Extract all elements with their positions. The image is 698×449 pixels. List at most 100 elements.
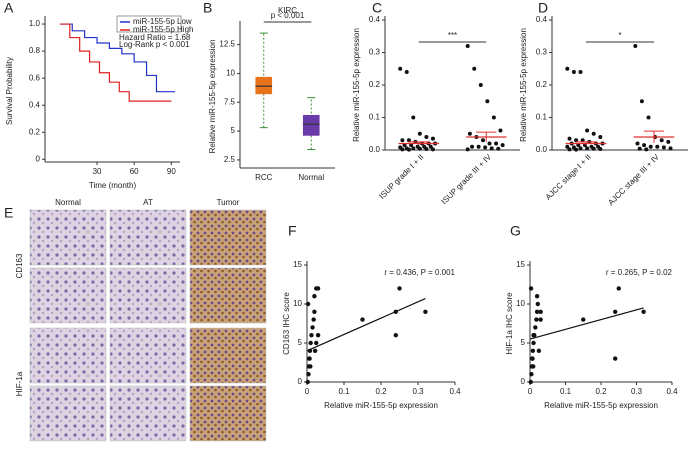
- x-tick-label: 0.4: [449, 387, 461, 396]
- point: [393, 333, 398, 338]
- dot: [411, 146, 416, 151]
- x-tick-label: 0.4: [666, 387, 678, 396]
- dot: [668, 146, 673, 151]
- dot: [400, 138, 405, 143]
- dot: [648, 144, 653, 149]
- dot: [465, 147, 470, 152]
- dot: [578, 70, 583, 74]
- point: [312, 348, 318, 353]
- dot: [494, 141, 499, 146]
- y-tick-label: 0.0: [536, 145, 548, 154]
- y-axis-label: Survival Probability: [5, 57, 14, 125]
- y-tick-label: 10: [516, 299, 525, 308]
- dot: [567, 147, 572, 152]
- dot: [574, 147, 579, 152]
- point: [314, 286, 319, 291]
- panel-letter: D: [538, 0, 548, 16]
- dot: [472, 66, 477, 71]
- y-axis-label: HIF-1a IHC score: [505, 292, 514, 355]
- x-tick-label: RCC: [255, 173, 273, 182]
- dot: [487, 141, 492, 146]
- point: [311, 317, 316, 322]
- y-tick-label: 0.2: [369, 80, 381, 89]
- dot: [406, 138, 411, 143]
- dot: [591, 146, 596, 151]
- box: [302, 114, 320, 136]
- point: [530, 348, 536, 353]
- dot: [642, 143, 647, 148]
- histology-image: [189, 327, 267, 384]
- dot: [637, 146, 642, 151]
- histology-image: [29, 327, 107, 384]
- legend-label: miR-155-5p High: [133, 25, 193, 34]
- dot: [478, 83, 483, 87]
- dot: [424, 147, 429, 152]
- dot: [585, 128, 590, 133]
- y-tick-label: 12.5: [219, 40, 235, 49]
- dot: [491, 115, 496, 120]
- row-label: CD163: [15, 253, 24, 278]
- y-tick-label: 0.1: [369, 113, 381, 122]
- y-tick-label: 0: [298, 377, 303, 386]
- dot: [398, 66, 403, 71]
- point: [305, 379, 310, 385]
- annotation: p < 0.001: [271, 11, 305, 20]
- point: [312, 294, 317, 299]
- point: [529, 372, 534, 377]
- point: [535, 301, 541, 307]
- dot: [565, 144, 570, 149]
- dot: [467, 131, 472, 136]
- column-label: AT: [143, 198, 153, 207]
- y-axis-label: Relative miR-155-5p expression: [352, 28, 361, 142]
- histology-image: [109, 385, 187, 442]
- dot: [480, 138, 485, 143]
- point: [534, 294, 540, 299]
- dot: [476, 144, 481, 149]
- dot: [406, 147, 411, 152]
- dot: [567, 136, 572, 141]
- x-axis-label: Relative miR-155-5p expression: [324, 401, 438, 410]
- dot: [400, 147, 405, 152]
- regression-line: [306, 297, 426, 352]
- point: [530, 364, 536, 369]
- y-tick-label: 2.5: [224, 155, 236, 164]
- point: [531, 333, 536, 338]
- histology-image: [29, 209, 107, 266]
- dot: [485, 99, 490, 104]
- point: [528, 379, 533, 385]
- y-tick-label: 15: [293, 260, 302, 269]
- dot: [417, 131, 422, 136]
- point: [613, 309, 618, 314]
- dot: [498, 128, 503, 133]
- dot: [635, 141, 640, 146]
- y-tick-label: 0.2: [29, 127, 41, 136]
- x-tick-label: 0.1: [560, 387, 572, 396]
- y-tick-label: 0.3: [536, 48, 548, 57]
- histology-image: [109, 267, 187, 324]
- dot: [661, 145, 666, 150]
- histology-image: [189, 385, 267, 442]
- point: [616, 286, 621, 291]
- dot: [644, 147, 649, 152]
- y-tick-label: 0.0: [369, 145, 381, 154]
- point: [534, 309, 540, 314]
- y-tick-label: 0.6: [29, 73, 41, 82]
- x-tick-label: Normal: [298, 173, 324, 182]
- dot: [576, 143, 581, 148]
- x-tick-label: 0.1: [338, 387, 350, 396]
- dot: [574, 138, 579, 143]
- point: [308, 364, 313, 369]
- y-tick-label: 0.4: [369, 15, 381, 24]
- panel-letter: G: [510, 223, 521, 239]
- annotation: r = 0.436, P = 0.001: [384, 268, 455, 277]
- point: [533, 325, 538, 330]
- dot: [591, 131, 596, 136]
- panel-letter: C: [372, 0, 382, 16]
- y-tick-label: 0: [36, 154, 41, 163]
- point: [538, 317, 543, 322]
- y-tick-label: 0.3: [369, 48, 381, 57]
- chart-title: KIRC: [278, 6, 297, 15]
- y-axis-label: CD163 IHC score: [282, 292, 291, 355]
- x-tick-label: 90: [167, 167, 176, 176]
